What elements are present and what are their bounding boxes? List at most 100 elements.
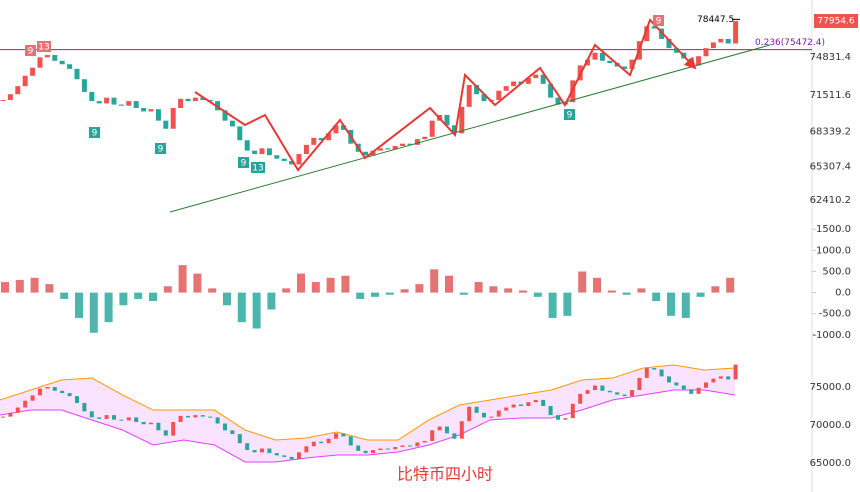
candle-lower: [430, 430, 435, 441]
candle: [548, 83, 554, 98]
candle-lower: [511, 404, 516, 408]
macd-bar: [474, 282, 483, 293]
candle-lower: [630, 390, 634, 397]
td-box: [564, 109, 575, 120]
candle: [555, 97, 561, 105]
candle-lower: [104, 415, 109, 419]
candle: [474, 84, 480, 95]
candle: [15, 86, 21, 95]
candle-lower: [556, 415, 560, 420]
y-tick-label: 71511.6: [810, 90, 851, 101]
candle-lower: [334, 433, 338, 439]
candle-lower: [348, 436, 353, 446]
high-label: 78447.5: [697, 15, 734, 25]
candle: [451, 125, 457, 134]
candle-lower: [459, 421, 464, 439]
macd-bar: [297, 273, 305, 293]
macd-bar: [371, 292, 379, 297]
candle: [710, 42, 716, 49]
wave-arrows: [194, 18, 697, 172]
candle: [215, 101, 221, 111]
candle-lower: [237, 434, 242, 444]
candle: [126, 101, 132, 106]
candle: [148, 109, 154, 112]
macd-bar: [282, 288, 291, 293]
y-tick-label: 0.0: [835, 288, 851, 299]
y-tick-label: 500.0: [822, 266, 851, 277]
candle: [622, 66, 628, 69]
candle: [466, 84, 472, 107]
candle: [141, 108, 147, 112]
macd-bar: [578, 271, 587, 293]
macd-bar: [1, 282, 9, 293]
candle: [333, 125, 339, 134]
candle: [525, 78, 531, 84]
candle: [22, 75, 28, 87]
candle-lower: [319, 441, 324, 444]
candle-lower: [245, 443, 250, 451]
y-tick-label: 74831.4: [810, 52, 851, 63]
candle: [81, 79, 87, 92]
candle-lower: [60, 390, 65, 394]
td-markers: 9 13 9 9 9 13 9 9: [25, 15, 664, 174]
macd-bar: [178, 265, 187, 293]
macd-bar: [519, 290, 527, 293]
candle: [644, 26, 650, 42]
candle-lower: [193, 415, 198, 418]
candle-lower: [378, 448, 383, 451]
macd-bar: [341, 275, 350, 293]
y-tick-label: 68339.2: [810, 127, 851, 138]
candle: [7, 94, 13, 100]
macd-bar: [134, 292, 143, 299]
candle-lower: [718, 376, 723, 379]
candle-lower: [23, 400, 28, 408]
macd-bar: [326, 277, 335, 293]
macd-bar: [237, 292, 246, 323]
candle-lower: [467, 406, 472, 422]
td-label: 9: [241, 159, 247, 169]
td-label: 9: [158, 145, 164, 155]
candle: [503, 86, 509, 91]
candle-lower: [504, 407, 509, 411]
candle-lower: [45, 387, 50, 389]
macd-bar: [15, 279, 24, 293]
candle-lower: [422, 440, 427, 443]
candle-lower: [304, 446, 309, 453]
macd-bar: [593, 277, 601, 293]
candle-lower: [541, 399, 546, 407]
macd-bar: [163, 286, 172, 293]
y-tick-label: 62410.2: [810, 195, 851, 206]
candle-lower: [652, 368, 657, 370]
candle: [511, 81, 517, 87]
macd-bar: [252, 292, 261, 329]
candle: [326, 133, 332, 141]
macd-bar: [726, 277, 735, 293]
candle-lower: [38, 388, 42, 396]
candle: [377, 148, 383, 151]
candle-lower: [637, 377, 642, 391]
candle-lower: [52, 387, 57, 391]
candle: [599, 52, 605, 61]
candle-lower: [408, 445, 412, 447]
candle: [96, 101, 102, 104]
macd-bar: [267, 292, 276, 310]
candle-lower: [600, 385, 605, 391]
candle-lower: [526, 402, 531, 407]
y-tick-label: 75000.0: [810, 382, 851, 393]
candle: [244, 140, 250, 151]
candle-lower: [437, 426, 442, 431]
candle: [237, 126, 243, 141]
candle: [170, 108, 176, 129]
candle: [703, 48, 709, 57]
candle-lower: [230, 430, 235, 435]
macd-bar: [667, 292, 675, 316]
candle: [540, 74, 546, 84]
candle-lower: [186, 415, 190, 418]
candle-lower: [533, 399, 538, 403]
candle-lower: [297, 452, 301, 460]
candle: [229, 120, 235, 127]
candle-lower: [674, 382, 679, 386]
macd-bar: [104, 292, 113, 323]
